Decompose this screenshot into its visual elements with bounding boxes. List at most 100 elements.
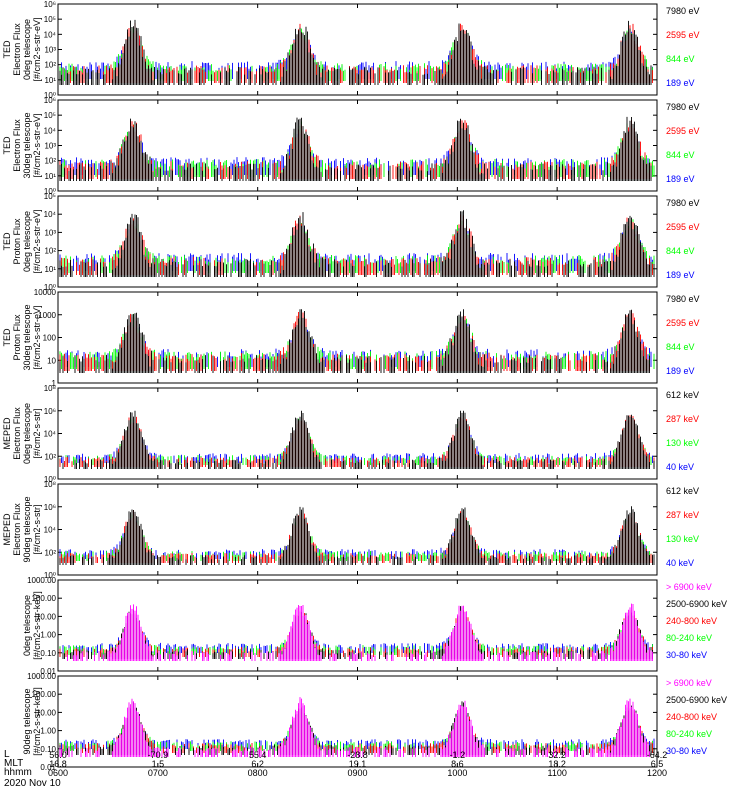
x-tick-label-mlt: 8.6 [451, 759, 464, 769]
legend-entry: 240-800 keV [666, 616, 717, 626]
y-tick-label: 1.00 [40, 631, 56, 640]
x-tick-label-mlt: 6.2 [251, 759, 264, 769]
y-axis-label: Electron Flux [12, 407, 22, 460]
y-tick-label: 100 [43, 334, 57, 343]
legend-entry: 2500-6900 keV [666, 695, 727, 705]
y-axis-label: [#/cm2-s-str-keV] [32, 687, 42, 756]
y-axis-label: [#/cm2-s-str-eV] [32, 17, 42, 81]
legend-entry: 844 eV [666, 246, 695, 256]
series-trace-612-kev [62, 410, 655, 469]
series-trace-30-80-kev [59, 713, 655, 749]
x-tick-label-l: -64.2 [647, 750, 668, 760]
legend-entry: 2595 eV [666, 30, 700, 40]
legend-entry: > 6900 keV [666, 678, 712, 688]
y-axis-label: 0deg telescope [22, 403, 32, 464]
x-tick-label-l: 56.0 [49, 750, 67, 760]
y-tick-label: 10.00 [36, 612, 57, 621]
x-tick-label-l: 55.4 [249, 750, 267, 760]
y-tick-label: 10¹ [44, 76, 56, 85]
legend-entry: 2595 eV [666, 318, 700, 328]
legend-entry: 2595 eV [666, 126, 700, 136]
y-axis-label: [#/cm2-s-str] [32, 408, 42, 458]
legend-entry: 7980 eV [666, 102, 700, 112]
panel-3: 10⁵ 10⁴ 10³ 10² 10¹ 10⁰ TED Proton Flux 0deg tel… [2, 192, 700, 292]
y-axis-label: Proton Flux [12, 218, 22, 265]
y-axis-label: [#/cm2-s-str] [32, 504, 42, 554]
legend-entry: 130 keV [666, 534, 699, 544]
y-tick-label: 10⁴ [44, 430, 57, 439]
panel-5: 10⁸ 10⁶ 10⁴ 10² 10⁰ MEPED Electron Flux 0deg te… [2, 384, 699, 484]
y-axis-label: 0deg telescope [22, 595, 32, 656]
y-tick-label: 10.00 [36, 708, 57, 717]
y-tick-label: 10⁵ [44, 111, 56, 120]
series-trace--6900-kev [59, 697, 650, 757]
legend-entry: 240-800 keV [666, 712, 717, 722]
y-axis-label: TED [2, 136, 12, 155]
panel-1: 10⁶ 10⁵ 10⁴ 10³ 10² 10¹ 10⁰ TED Electron Flux 0de… [2, 0, 700, 100]
legend-entry: 189 eV [666, 78, 695, 88]
y-tick-label: 10³ [44, 46, 56, 55]
legend-entry: 7980 eV [666, 294, 700, 304]
x-tick-label-time: 1100 [547, 768, 566, 778]
legend-entry: 287 keV [666, 510, 699, 520]
panel-6: 10⁸ 10⁶ 10⁴ 10² 10⁰ MEPED Electron Flux 90deg t… [2, 480, 699, 580]
series-trace-7980-ev [59, 210, 655, 277]
y-axis-label: [#/cm2-s-str-eV] [32, 305, 42, 369]
y-axis-label: 0deg telescope [22, 19, 32, 80]
legend-entry: 2500-6900 keV [666, 599, 727, 609]
legend-entry: 80-240 keV [666, 633, 712, 643]
x-row-label-mlt: MLT [4, 758, 24, 769]
y-tick-label: 10⁵ [44, 192, 56, 201]
y-axis-label: [#/cm2-s-str-keV] [32, 591, 42, 660]
y-axis-label: MEPED [2, 513, 12, 546]
legend-entry: 189 eV [666, 270, 695, 280]
legend-entry: > 6900 keV [666, 582, 712, 592]
legend-entry: 7980 eV [666, 6, 700, 16]
y-tick-label: 10⁰ [44, 91, 56, 100]
y-tick-label: 10² [44, 247, 56, 256]
y-tick-label: 10² [44, 548, 56, 557]
x-tick-label-mlt: 16.8 [49, 759, 67, 769]
legend-entry: 612 keV [666, 390, 699, 400]
x-tick-label-time: 1000 [447, 768, 467, 778]
y-axis-label: TED [2, 232, 12, 251]
y-tick-label: 1 [52, 379, 57, 388]
y-axis-label: [#/cm2-s-str-eV] [32, 209, 42, 273]
y-tick-label: 0.10 [40, 649, 56, 658]
x-tick-label-l: -70.9 [148, 750, 169, 760]
y-tick-label: 0.01 [40, 763, 56, 772]
y-tick-label: 10⁸ [44, 384, 56, 393]
series-trace--6900-kev [67, 603, 653, 661]
legend-entry: 189 eV [666, 174, 695, 184]
series-trace-7980-ev [59, 19, 652, 85]
x-tick-label-l: -1.2 [450, 750, 466, 760]
x-tick-label-mlt: 1.5 [152, 759, 165, 769]
y-axis-label: Electron Flux [12, 119, 22, 172]
y-tick-label: 10⁰ [44, 187, 56, 196]
y-tick-label: 10⁶ [44, 96, 56, 105]
y-axis-label: 90deg telescope [22, 688, 32, 754]
series-trace-612-kev [59, 506, 655, 565]
legend-entry: 130 keV [666, 438, 699, 448]
series-trace-7980-ev [59, 116, 652, 181]
y-tick-label: 10⁴ [44, 526, 57, 535]
y-tick-label: 10³ [44, 142, 56, 151]
x-tick-label-time: 0600 [48, 768, 68, 778]
y-tick-label: 10¹ [44, 172, 56, 181]
y-tick-label: 10 [47, 356, 56, 365]
series-trace-2595-ev [68, 23, 653, 83]
x-row-label-hhmm: hhmm [4, 767, 32, 778]
y-tick-label: 100.00 [32, 594, 57, 603]
y-tick-label: 1000 [38, 311, 56, 320]
x-tick-label-mlt: 6.5 [651, 759, 664, 769]
x-tick-label-time: 0900 [347, 768, 367, 778]
x-tick-label-time: 1200 [647, 768, 667, 778]
y-axis-label: Electron Flux [12, 503, 22, 556]
y-axis-label: TED [2, 328, 12, 347]
y-tick-label: 10¹ [44, 265, 56, 274]
y-tick-label: 10⁶ [44, 0, 56, 9]
legend-entry: 2595 eV [666, 222, 700, 232]
y-axis-label: Proton Flux [12, 314, 22, 361]
y-tick-label: 10000 [34, 288, 57, 297]
panel-8: 1000.00 100.00 10.00 1.00 0.10 0.01 90deg tele… [22, 672, 727, 772]
